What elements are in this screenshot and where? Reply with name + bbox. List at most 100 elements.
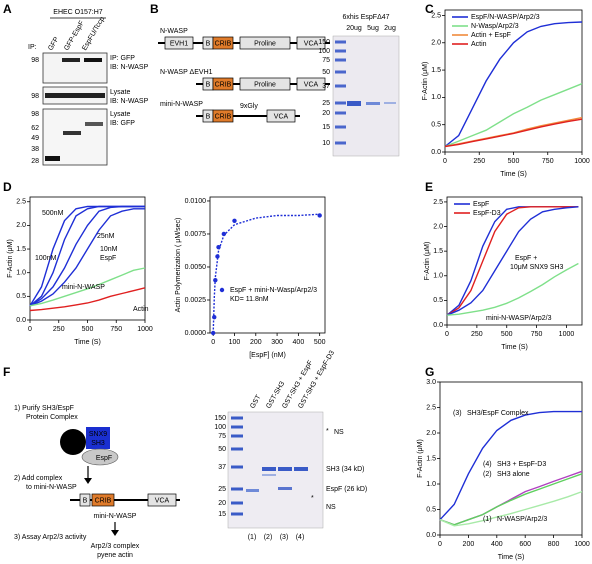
blot (42, 108, 108, 166)
series-line (444, 118, 583, 148)
y-tick-label: 2.5 (426, 404, 436, 411)
x-tick-label: 500 (501, 331, 513, 338)
mw-marker: 15 (322, 124, 330, 131)
y-tick-label: 3.0 (426, 379, 436, 386)
series-line (439, 410, 582, 521)
y-tick-label: 2.0 (16, 222, 26, 229)
mw-marker: 100 (318, 48, 330, 55)
band (262, 467, 276, 471)
band (262, 474, 276, 476)
step-text: 1) Purify SH3/EspF (14, 405, 74, 412)
x-tick-label: 600 (519, 541, 531, 548)
x-tick-label: 200 (250, 339, 262, 346)
x-tick-label: 200 (463, 541, 475, 548)
arrow-head (111, 530, 119, 536)
x-tick-label: 500 (314, 339, 326, 346)
data-point (232, 218, 237, 223)
y-tick-label: 1.0 (16, 270, 26, 277)
mw-marker: 20 (218, 500, 226, 507)
mw-marker: 28 (31, 158, 39, 165)
y-tick-label: 0.0025 (185, 297, 207, 304)
x-tick-label: 0 (438, 541, 442, 548)
band-label: NS (334, 429, 344, 436)
x-tick-label: 1000 (137, 326, 153, 333)
gel-title: 6xhis EspFΔ47 (342, 14, 389, 21)
series-label: N-WASP/Arp2/3 (497, 516, 547, 523)
x-tick-label: 0 (443, 158, 447, 165)
band (366, 102, 380, 105)
x-tick-label: 300 (271, 339, 283, 346)
blot-label: IB: N-WASP (110, 98, 149, 105)
domain-label: Proline (254, 40, 276, 47)
y-tick-label: 2.5 (431, 12, 441, 19)
y-tick-label: 2.0 (426, 430, 436, 437)
y-tick-label: 1.0 (426, 481, 436, 488)
marker-band (231, 434, 243, 438)
band (45, 93, 105, 98)
band (384, 102, 396, 104)
espf-shape (81, 448, 119, 466)
panel-letter: A (3, 2, 12, 16)
domain-label: B (206, 40, 211, 47)
x-axis-title: Time (S) (501, 344, 528, 351)
series-label: 10nM (100, 246, 118, 253)
x-tick-label: 0 (211, 339, 215, 346)
bead-label: Bead (65, 439, 81, 446)
lane-label: EspFU/Tccp (81, 16, 106, 52)
marker-band (231, 425, 243, 429)
x-tick-label: 250 (471, 331, 483, 338)
blot-label: Lysate (110, 89, 130, 96)
mw-marker: 100 (214, 424, 226, 431)
band (63, 131, 81, 135)
blot-label: IB: GFP (110, 120, 135, 127)
gel (332, 35, 400, 157)
marker-band (231, 416, 243, 420)
asterisk: * (311, 495, 314, 502)
x-tick-label: 500 (82, 326, 94, 333)
legend-label: EspF/N-WASP/Arp2/3 (471, 14, 540, 21)
domain-box (239, 36, 291, 50)
y-tick-label: 2.0 (431, 40, 441, 47)
y-tick-label: 0.0075 (185, 231, 207, 238)
series-line (439, 490, 583, 527)
y-axis-title: F-Actin (μM) (422, 62, 429, 101)
mw-marker: 15 (218, 511, 226, 518)
domain-label: CRIB (215, 40, 232, 47)
lane-number: (2) (264, 534, 273, 541)
x-tick-label: 100 (229, 339, 241, 346)
panel-letter: C (425, 2, 434, 16)
annotation: KD= 11.8nM (230, 296, 269, 303)
y-tick-label: 1.0 (431, 94, 441, 101)
domain-label: VCA (304, 81, 319, 88)
y-tick-label: 1.5 (16, 246, 26, 253)
series-label: EspF + (515, 255, 537, 262)
plot-frame (446, 196, 583, 326)
x-tick-label: 500 (508, 158, 520, 165)
lane-label: 2ug (384, 25, 396, 32)
readout: Arp2/3 complex (91, 543, 140, 550)
arrow-head (84, 478, 92, 484)
series-line (444, 83, 583, 148)
x-axis-title: [EspF] (nM) (249, 352, 286, 359)
legend-label: EspF + mini-N-Wasp/Arp2/3 (230, 287, 317, 294)
domain-label: VCA (304, 40, 319, 47)
domain-label: B (83, 497, 88, 504)
lane-label: 20ug (346, 25, 362, 32)
y-tick-label: 2.0 (433, 223, 443, 230)
y-tick-label: 1.5 (431, 67, 441, 74)
snx9-label: SH3 (91, 440, 105, 447)
y-axis-title: Actin Polymerization ( μM/sec) (175, 218, 182, 313)
mw-marker: 98 (31, 93, 39, 100)
panel-letter: D (3, 180, 12, 194)
domain-label: CRIB (215, 113, 232, 120)
domain-label: B (206, 113, 211, 120)
domain-label: CRIB (95, 497, 112, 504)
legend-label: N-Wasp/Arp2/3 (471, 23, 519, 30)
domain-label: VCA (155, 497, 170, 504)
mw-marker: 50 (322, 69, 330, 76)
step-text: Protein Complex (26, 414, 78, 421)
lane-label: GST (249, 393, 263, 410)
y-tick-label: 0.0050 (185, 264, 207, 271)
ip-label: IP: (28, 44, 37, 51)
